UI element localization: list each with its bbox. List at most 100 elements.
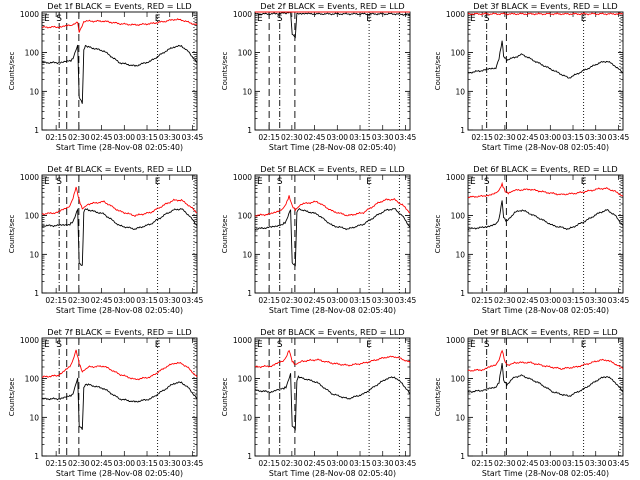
x-tick-label: 03:00: [326, 296, 348, 305]
y-tick-label: 1: [34, 126, 39, 135]
x-tick-label: 02:45: [517, 133, 539, 142]
x-tick-label: 03:00: [326, 133, 348, 142]
marker-label: S: [56, 340, 62, 350]
x-tick-label: 03:00: [539, 133, 561, 142]
x-axis-label: Start Time (28-Nov-08 02:05:40): [269, 469, 396, 478]
x-tick-label: 03:30: [159, 133, 181, 142]
y-tick-label: 10: [29, 250, 39, 259]
series-line-events: [467, 363, 624, 397]
y-tick-label: 1: [460, 126, 465, 135]
y-tick-label: 1: [34, 452, 39, 461]
x-tick-label: 03:45: [395, 296, 417, 305]
y-tick-label: 10: [455, 87, 465, 96]
x-tick-label: 02:30: [68, 459, 90, 468]
series-line-events: [254, 11, 410, 39]
plot-frame: [41, 174, 198, 294]
detector-panel-5: Det 5f BLACK = Events, RED = LLD 1 10 100 10…: [221, 164, 416, 315]
x-tick-label: 03:45: [608, 133, 630, 142]
y-tick-label: 1000: [446, 173, 465, 182]
y-tick-label: 1: [247, 289, 252, 298]
y-tick-label: 1000: [233, 173, 252, 182]
plot-frame: [467, 337, 624, 457]
x-tick-label: 02:15: [45, 296, 67, 305]
x-tick-label: 03:00: [113, 459, 135, 468]
y-axis-label: Counts/sec: [8, 378, 16, 417]
y-tick-label: 10: [29, 87, 39, 96]
marker-label: E: [155, 14, 161, 24]
marker-label: S: [484, 340, 490, 350]
x-tick-label: 03:30: [585, 133, 607, 142]
y-axis-label: Counts/sec: [434, 215, 442, 254]
x-tick-label: 03:45: [608, 459, 630, 468]
x-tick-label: 03:00: [539, 296, 561, 305]
marker-label: E: [581, 340, 587, 350]
x-tick-label: 02:15: [45, 133, 67, 142]
plot-frame: [467, 174, 624, 294]
x-tick-label: 02:45: [91, 459, 113, 468]
x-tick-label: 03:15: [562, 459, 584, 468]
series-line-lld: [254, 349, 411, 369]
marker-label: S: [277, 14, 283, 24]
plot-frame: [467, 11, 624, 131]
x-axis-label: Start Time (28-Nov-08 02:05:40): [482, 306, 609, 315]
y-tick-label: 100: [451, 212, 466, 221]
y-axis-label: Counts/sec: [221, 52, 229, 91]
x-tick-label: 02:15: [471, 133, 493, 142]
series-line-lld: [467, 181, 624, 199]
x-tick-label: 02:45: [91, 296, 113, 305]
marker-label: S: [484, 14, 490, 24]
y-axis-label: Counts/sec: [8, 52, 16, 91]
x-tick-label: 03:15: [136, 296, 158, 305]
detector-panel-4: Det 4f BLACK = Events, RED = LLD 1 10 100 10…: [8, 164, 203, 315]
y-tick-label: 1000: [446, 336, 465, 345]
y-tick-label: 10: [242, 87, 252, 96]
y-tick-label: 100: [238, 212, 253, 221]
x-tick-label: 02:45: [517, 459, 539, 468]
marker-label: E: [155, 177, 161, 187]
panel-title: Det 5f BLACK = Events, RED = LLD: [260, 164, 404, 174]
y-tick-label: 1000: [20, 10, 39, 19]
x-tick-label: 03:45: [608, 296, 630, 305]
marker-label: E: [257, 177, 263, 187]
x-tick-label: 03:30: [372, 133, 394, 142]
x-tick-label: 02:45: [304, 296, 326, 305]
series-line-events: [41, 377, 198, 430]
x-tick-label: 03:15: [562, 133, 584, 142]
marker-label: S: [277, 340, 283, 350]
y-axis-label: Counts/sec: [221, 215, 229, 254]
x-tick-label: 02:30: [494, 133, 516, 142]
detector-panel-1: Det 1f BLACK = Events, RED = LLD 1 10 100 10…: [8, 1, 203, 152]
panel-title: Det 4f BLACK = Events, RED = LLD: [47, 164, 191, 174]
panel-title: Det 7f BLACK = Events, RED = LLD: [47, 327, 191, 337]
marker-label: S: [56, 14, 62, 24]
marker-label: E: [470, 177, 476, 187]
plot-frame: [254, 174, 411, 294]
series-line-lld: [467, 12, 623, 16]
series-line-lld: [41, 349, 198, 381]
x-tick-label: 02:30: [494, 459, 516, 468]
x-axis-label: Start Time (28-Nov-08 02:05:40): [56, 469, 183, 478]
panel-title: Det 8f BLACK = Events, RED = LLD: [260, 327, 404, 337]
x-tick-label: 03:15: [136, 133, 158, 142]
x-tick-label: 03:00: [113, 133, 135, 142]
series-line-events: [467, 40, 624, 79]
x-tick-label: 02:15: [471, 459, 493, 468]
x-tick-label: 03:15: [562, 296, 584, 305]
x-tick-label: 02:15: [471, 296, 493, 305]
y-tick-label: 100: [451, 375, 466, 384]
detector-panel-8: Det 8f BLACK = Events, RED = LLD 1 10 100 10…: [221, 327, 416, 478]
y-tick-label: 100: [238, 49, 253, 58]
y-axis-label: Counts/sec: [434, 52, 442, 91]
x-tick-label: 02:30: [68, 133, 90, 142]
y-tick-label: 100: [238, 375, 253, 384]
x-tick-label: 03:30: [585, 459, 607, 468]
plot-frame: [41, 11, 198, 131]
marker-label: E: [470, 14, 476, 24]
y-tick-label: 100: [25, 212, 40, 221]
x-tick-label: 02:30: [68, 296, 90, 305]
x-tick-label: 03:45: [395, 459, 417, 468]
y-tick-label: 10: [242, 250, 252, 259]
y-tick-label: 10: [455, 250, 465, 259]
marker-label: E: [44, 340, 50, 350]
detector-panel-6: Det 6f BLACK = Events, RED = LLD 1 10 100 10…: [434, 164, 629, 315]
